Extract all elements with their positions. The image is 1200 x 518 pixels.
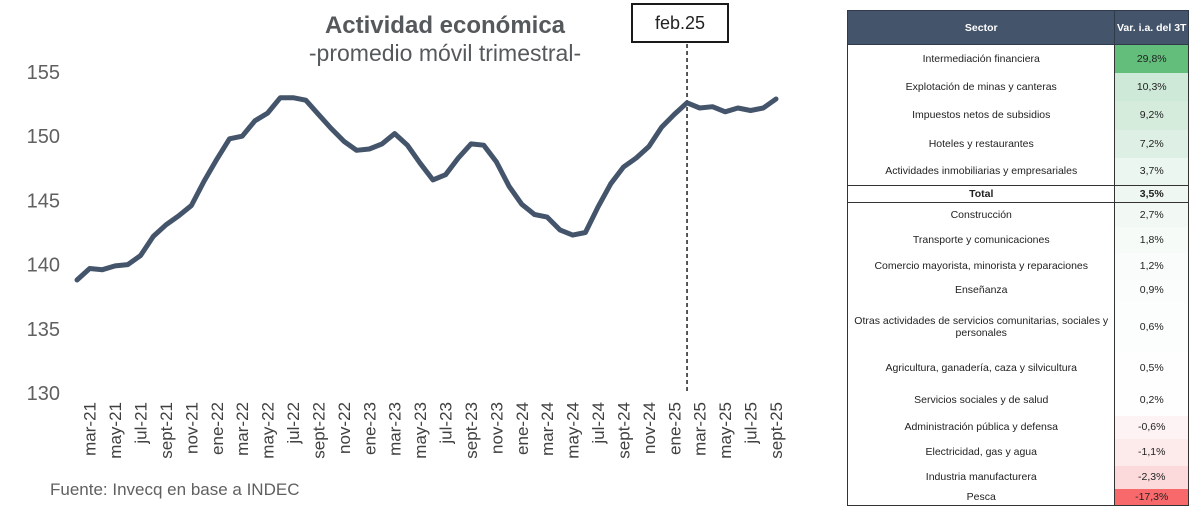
value-cell: 10,3% xyxy=(1114,72,1189,101)
x-tick-label: nov-22 xyxy=(335,402,354,454)
table-row: Servicios sociales y de salud 0,2% xyxy=(846,384,1189,416)
column-header-sector: Sector xyxy=(846,10,1116,45)
x-tick-label: nov-23 xyxy=(487,402,506,454)
table-row: Administración pública y defensa -0,6% xyxy=(846,415,1189,439)
sector-cell: Comercio mayorista, minorista y reparaci… xyxy=(846,252,1115,279)
value-cell: 2,7% xyxy=(1114,202,1189,227)
sector-cell: Servicios sociales y de salud xyxy=(846,384,1115,416)
column-header-value: Var. i.a. del 3T xyxy=(1114,10,1189,45)
x-tick-label: sept-23 xyxy=(462,402,481,459)
table-row: Agricultura, ganadería, caza y silvicult… xyxy=(846,351,1189,385)
table-row: Intermediación financiera 29,8% xyxy=(846,44,1189,73)
x-tick-label: mar-22 xyxy=(233,402,252,456)
sector-cell: Otras actividades de servicios comunitar… xyxy=(846,301,1115,352)
x-tick-label: may-25 xyxy=(716,402,735,459)
x-tick-label: jul-22 xyxy=(284,402,303,445)
x-tick-label: nov-21 xyxy=(182,402,201,454)
x-tick-label: may-21 xyxy=(106,402,125,459)
x-tick-label: nov-24 xyxy=(640,402,659,454)
x-tick-label: ene-22 xyxy=(208,402,227,455)
sector-cell: Transporte y comunicaciones xyxy=(846,226,1115,253)
table-row: Actividades inmobiliarias y empresariale… xyxy=(846,157,1189,186)
table-row: Construcción 2,7% xyxy=(846,202,1189,227)
table-row-total: Total 3,5% xyxy=(846,185,1189,203)
table-row: Electricidad, gas y agua -1,1% xyxy=(846,438,1189,466)
sector-cell: Electricidad, gas y agua xyxy=(846,438,1115,466)
x-tick-label: sept-24 xyxy=(614,402,633,459)
chart-title: Actividad económica xyxy=(324,12,566,39)
value-cell: -2,3% xyxy=(1114,465,1189,489)
value-cell: 0,9% xyxy=(1114,278,1189,302)
x-tick-label: ene-24 xyxy=(513,402,532,455)
x-tick-label: ene-23 xyxy=(360,402,379,455)
value-cell: -17,3% xyxy=(1114,488,1189,506)
series-line xyxy=(74,95,779,283)
x-tick-label: mar-23 xyxy=(386,402,405,456)
table-body: Intermediación financiera 29,8% Explotació… xyxy=(846,44,1189,506)
x-tick-label: may-24 xyxy=(564,402,583,459)
y-tick-label: 150 xyxy=(27,126,60,148)
sector-cell: Actividades inmobiliarias y empresariale… xyxy=(846,157,1115,186)
table-row: Impuestos netos de subsidios 9,2% xyxy=(846,100,1189,130)
value-cell: -1,1% xyxy=(1114,438,1189,466)
table-row: Otras actividades de servicios comunitar… xyxy=(846,301,1189,352)
y-tick-label: 145 xyxy=(27,190,60,212)
x-tick-label: jul-23 xyxy=(437,402,456,445)
value-cell: 7,2% xyxy=(1114,129,1189,158)
value-cell: 0,2% xyxy=(1114,384,1189,416)
sector-cell: Explotación de minas y canteras xyxy=(846,72,1115,101)
sector-cell: Enseñanza xyxy=(846,278,1115,302)
table-row: Comercio mayorista, minorista y reparaci… xyxy=(846,252,1189,279)
value-cell: 1,2% xyxy=(1114,252,1189,279)
x-tick-label: ene-25 xyxy=(665,402,684,455)
table-row: Explotación de minas y canteras 10,3% xyxy=(846,72,1189,101)
table-header-row: Sector Var. i.a. del 3T xyxy=(846,10,1189,45)
x-tick-label: mar-21 xyxy=(81,402,100,456)
x-tick-label: jul-25 xyxy=(742,402,761,445)
sector-cell: Construcción xyxy=(846,202,1115,227)
value-cell: 0,6% xyxy=(1114,301,1189,352)
x-tick-label: mar-25 xyxy=(691,402,710,456)
value-cell: -0,6% xyxy=(1114,415,1189,439)
chart-subtitle: -promedio móvil trimestral- xyxy=(308,40,582,66)
y-tick-label: 140 xyxy=(27,255,60,277)
x-tick-label: sept-25 xyxy=(767,402,786,459)
value-cell: 1,8% xyxy=(1114,226,1189,253)
value-cell: 29,8% xyxy=(1114,44,1189,73)
value-cell: 9,2% xyxy=(1114,100,1189,130)
sector-cell: Total xyxy=(846,185,1115,203)
x-tick-label: sept-21 xyxy=(157,402,176,459)
table-row: Industria manufacturera -2,3% xyxy=(846,465,1189,489)
x-tick-label: may-22 xyxy=(259,402,278,459)
sector-cell: Agricultura, ganadería, caza y silvicult… xyxy=(846,351,1115,385)
x-tick-label: sept-22 xyxy=(309,402,328,459)
sector-cell: Pesca xyxy=(846,488,1115,506)
x-tick-label: jul-21 xyxy=(132,402,151,445)
x-axis-labels: mar-21 may-21 jul-21 sept-21 nov-21 ene-22 mar… xyxy=(81,402,786,459)
value-cell: 3,7% xyxy=(1114,157,1189,186)
table-row: Pesca -17,3% xyxy=(846,488,1189,506)
line-chart: 130 135 140 145 150 155 mar-21 may-21 jul-21 sep… xyxy=(27,44,786,459)
table-row: Transporte y comunicaciones 1,8% xyxy=(846,226,1189,253)
sector-cell: Administración pública y defensa xyxy=(846,415,1115,439)
y-tick-label: 135 xyxy=(27,319,60,341)
value-cell: 0,5% xyxy=(1114,351,1189,385)
x-tick-label: mar-24 xyxy=(538,402,557,456)
sector-cell: Impuestos netos de subsidios xyxy=(846,100,1115,130)
sector-cell: Intermediación financiera xyxy=(846,44,1115,73)
table-row: Enseñanza 0,9% xyxy=(846,278,1189,302)
y-axis-labels: 130 135 140 145 150 155 xyxy=(27,62,60,405)
table-row: Hoteles y restaurantes 7,2% xyxy=(846,129,1189,158)
y-tick-label: 155 xyxy=(27,62,60,84)
sector-cell: Hoteles y restaurantes xyxy=(846,129,1115,158)
sector-table: Sector Var. i.a. del 3T Intermediación f… xyxy=(846,10,1189,506)
annotation-box: feb.25 xyxy=(631,3,729,43)
y-tick-label: 130 xyxy=(27,383,60,405)
value-cell: 3,5% xyxy=(1114,185,1189,203)
x-tick-label: jul-24 xyxy=(589,402,608,445)
x-tick-label: may-23 xyxy=(411,402,430,459)
source-note: Fuente: Invecq en base a INDEC xyxy=(50,480,300,499)
sector-cell: Industria manufacturera xyxy=(846,465,1115,489)
